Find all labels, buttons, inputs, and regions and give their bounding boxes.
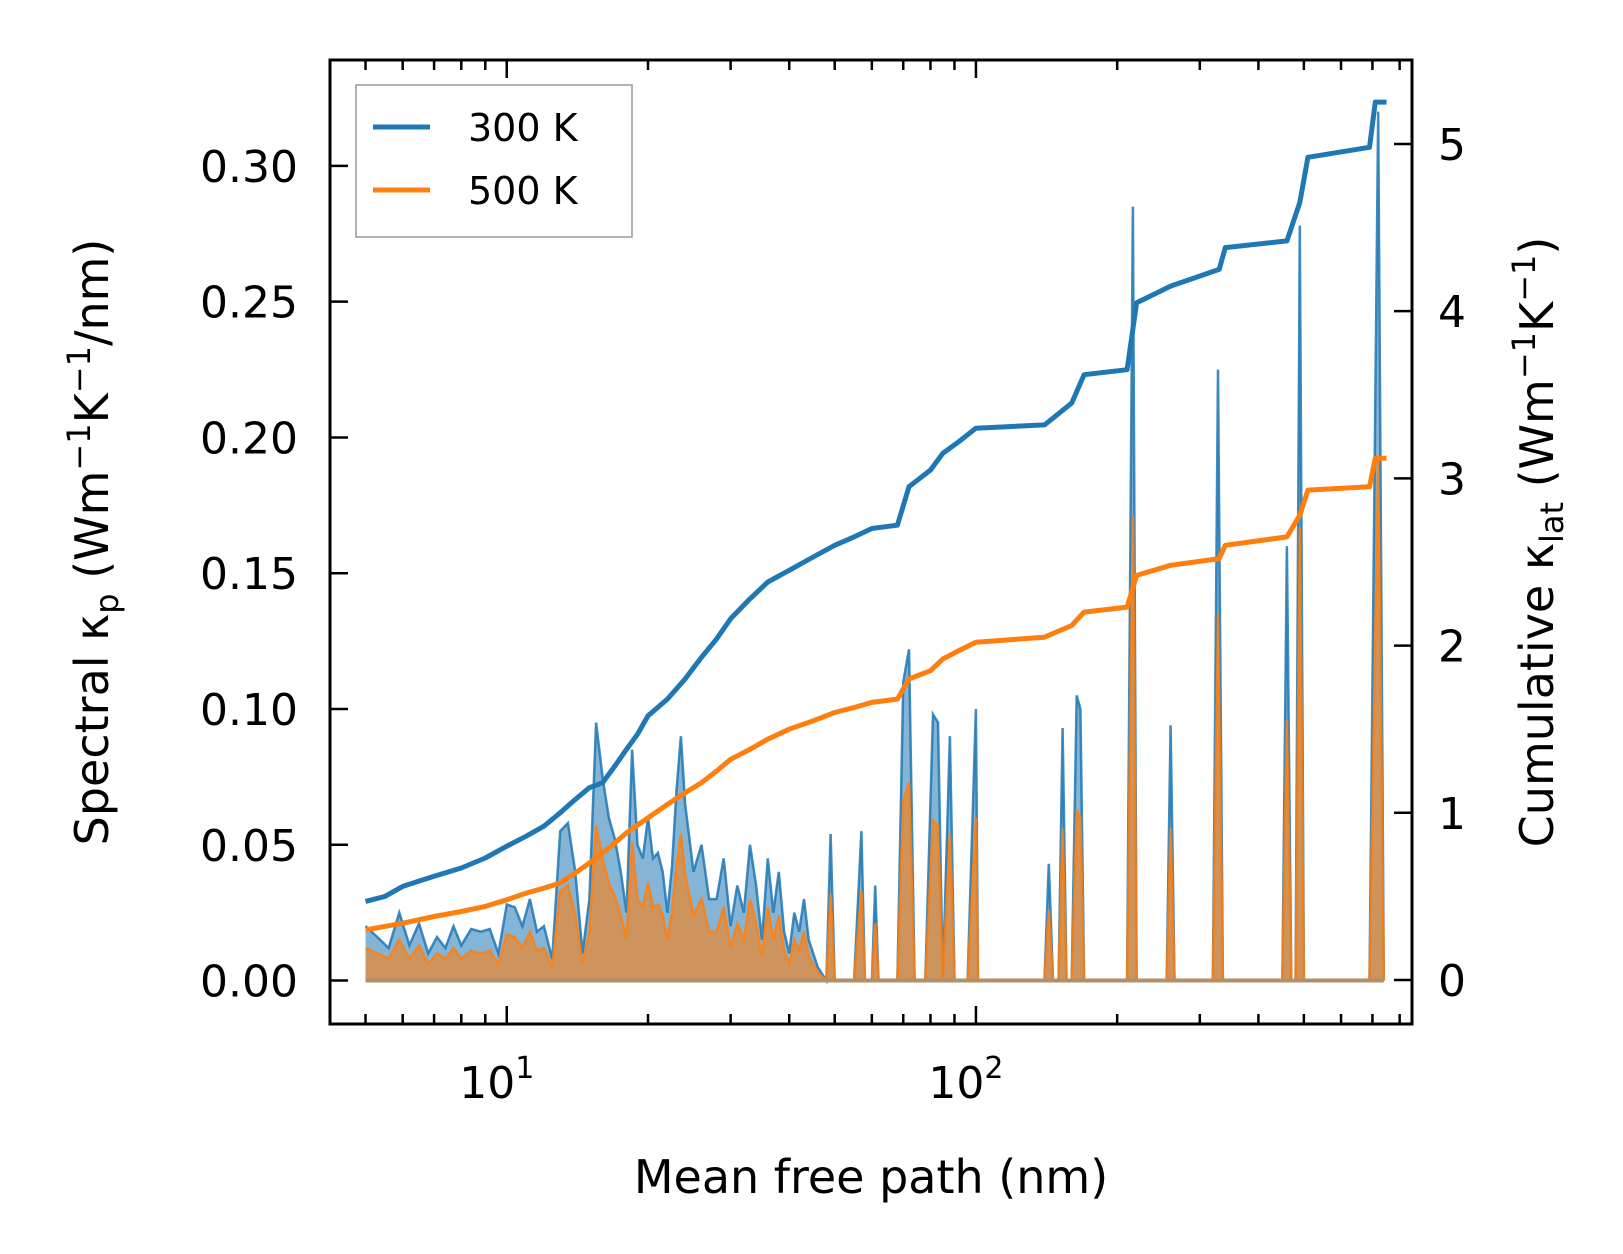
right-tick-label: 1	[1438, 789, 1466, 840]
cumulative-series-layer	[364, 99, 1387, 933]
left-axis-title: Spectral κp (Wm−1K−1/nm)	[60, 239, 126, 846]
left-tick-label: 0.20	[200, 413, 298, 464]
legend-label-500k: 500 K	[468, 169, 579, 213]
legend: 300 K 500 K	[355, 84, 633, 238]
left-tick-label: 0.30	[200, 142, 298, 193]
right-axis-title: Cumulative κlat (Wm−1K−1)	[1505, 237, 1571, 848]
x-axis-title: Mean free path (nm)	[634, 1150, 1108, 1204]
x-tick-label: 101	[459, 1051, 534, 1109]
legend-box	[355, 84, 633, 238]
x-tick-label: 102	[928, 1051, 1003, 1109]
x-axis-ticks: 101 102	[364, 60, 1401, 1109]
legend-label-300k: 300 K	[468, 106, 579, 150]
cumulative-line-300-k	[364, 99, 1387, 904]
left-tick-label: 0.00	[200, 957, 298, 1008]
left-tick-label: 0.15	[200, 549, 298, 600]
cumulative-line-500-k	[365, 455, 1387, 933]
left-tick-label: 0.05	[200, 821, 298, 872]
left-tick-label: 0.10	[200, 685, 298, 736]
right-tick-label: 0	[1438, 956, 1466, 1007]
right-tick-label: 5	[1438, 120, 1466, 171]
right-tick-label: 3	[1438, 454, 1466, 505]
left-tick-label: 0.25	[200, 278, 298, 329]
right-tick-label: 4	[1438, 287, 1466, 338]
right-tick-label: 2	[1438, 622, 1466, 673]
spectral-line-500-k-spectral	[364, 459, 1386, 984]
spectral-series-layer	[364, 111, 1386, 985]
right-axis-ticks: 0 1 2 3 4 5	[1394, 120, 1466, 1007]
left-axis-ticks: 0.00 0.05 0.10 0.15 0.20 0.25 0.30	[200, 142, 348, 1008]
spectral-line-300-k-spectral	[364, 111, 1386, 985]
